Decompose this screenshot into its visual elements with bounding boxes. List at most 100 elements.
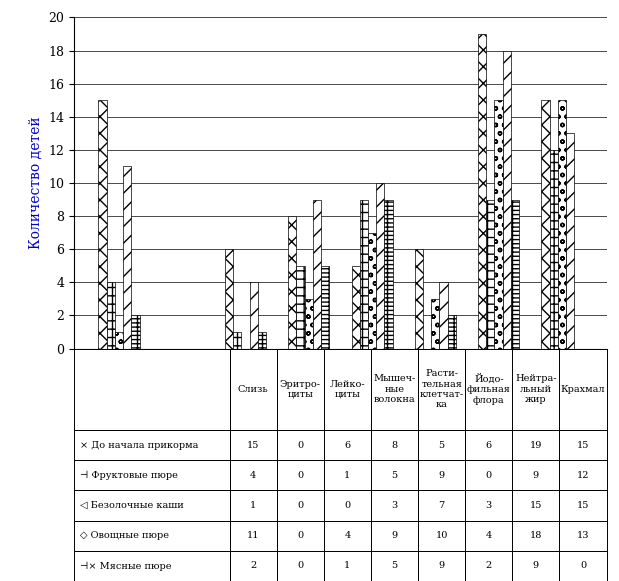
FancyBboxPatch shape <box>560 521 607 551</box>
Text: 13: 13 <box>577 531 589 540</box>
FancyBboxPatch shape <box>324 460 371 490</box>
Text: 1: 1 <box>344 561 350 571</box>
Bar <box>431 299 439 349</box>
Bar <box>511 199 519 349</box>
Text: 7: 7 <box>438 501 445 510</box>
Text: 3: 3 <box>486 501 492 510</box>
Text: 10: 10 <box>435 531 448 540</box>
FancyBboxPatch shape <box>371 430 418 460</box>
Text: 9: 9 <box>533 471 539 480</box>
Text: Йодо-
фильная
флора: Йодо- фильная флора <box>467 374 511 405</box>
Text: 4: 4 <box>344 531 350 540</box>
Bar <box>448 315 456 349</box>
Text: 0: 0 <box>297 501 303 510</box>
Text: 12: 12 <box>577 471 589 480</box>
Bar <box>225 249 233 349</box>
FancyBboxPatch shape <box>560 490 607 521</box>
Bar <box>131 315 140 349</box>
Text: 0: 0 <box>580 561 586 571</box>
Bar <box>415 249 423 349</box>
Text: 4: 4 <box>250 471 256 480</box>
Text: ⊣ Фруктовые пюре: ⊣ Фруктовые пюре <box>80 471 178 480</box>
FancyBboxPatch shape <box>418 551 465 581</box>
FancyBboxPatch shape <box>371 460 418 490</box>
Text: 5: 5 <box>391 471 397 480</box>
Text: ◇ Овощные пюре: ◇ Овощные пюре <box>80 531 168 540</box>
FancyBboxPatch shape <box>465 490 513 521</box>
FancyBboxPatch shape <box>465 430 513 460</box>
Text: 6: 6 <box>344 440 350 450</box>
FancyBboxPatch shape <box>371 551 418 581</box>
Text: 8: 8 <box>391 440 397 450</box>
Text: 0: 0 <box>344 501 350 510</box>
Text: Расти-
тельная
клетчат-
ка: Расти- тельная клетчат- ка <box>420 369 464 410</box>
Bar <box>313 199 321 349</box>
Text: ◁ Безолочные каши: ◁ Безолочные каши <box>80 501 183 510</box>
FancyBboxPatch shape <box>230 490 277 521</box>
Text: 18: 18 <box>530 531 542 540</box>
FancyBboxPatch shape <box>513 460 560 490</box>
Text: 5: 5 <box>391 561 397 571</box>
Text: × До начала прикорма: × До начала прикорма <box>80 440 198 450</box>
Text: 1: 1 <box>344 471 350 480</box>
FancyBboxPatch shape <box>560 460 607 490</box>
Bar <box>305 299 313 349</box>
FancyBboxPatch shape <box>277 430 324 460</box>
Bar <box>487 199 495 349</box>
Bar <box>321 266 329 349</box>
Bar <box>368 232 376 349</box>
Text: 0: 0 <box>297 471 303 480</box>
Text: 15: 15 <box>247 440 259 450</box>
FancyBboxPatch shape <box>371 490 418 521</box>
FancyBboxPatch shape <box>371 349 418 430</box>
Text: 0: 0 <box>486 471 492 480</box>
Text: 0: 0 <box>297 531 303 540</box>
Text: 4: 4 <box>486 531 492 540</box>
Text: 5: 5 <box>439 440 444 450</box>
FancyBboxPatch shape <box>230 551 277 581</box>
FancyBboxPatch shape <box>560 430 607 460</box>
Text: 2: 2 <box>486 561 492 571</box>
FancyBboxPatch shape <box>513 490 560 521</box>
Bar <box>233 332 241 349</box>
Text: 15: 15 <box>577 501 589 510</box>
Text: Слизь: Слизь <box>238 385 269 394</box>
FancyBboxPatch shape <box>277 551 324 581</box>
FancyBboxPatch shape <box>74 551 230 581</box>
Text: 6: 6 <box>486 440 492 450</box>
FancyBboxPatch shape <box>513 349 560 430</box>
FancyBboxPatch shape <box>74 430 230 460</box>
Text: Эритро-
циты: Эритро- циты <box>280 379 321 399</box>
FancyBboxPatch shape <box>513 430 560 460</box>
FancyBboxPatch shape <box>371 521 418 551</box>
Text: 15: 15 <box>577 440 589 450</box>
Bar <box>503 51 511 349</box>
FancyBboxPatch shape <box>324 521 371 551</box>
FancyBboxPatch shape <box>324 490 371 521</box>
Text: 19: 19 <box>530 440 542 450</box>
FancyBboxPatch shape <box>513 551 560 581</box>
FancyBboxPatch shape <box>418 349 465 430</box>
Bar <box>98 100 106 349</box>
Text: Крахмал: Крахмал <box>561 385 605 394</box>
FancyBboxPatch shape <box>277 490 324 521</box>
Bar <box>352 266 360 349</box>
FancyBboxPatch shape <box>277 460 324 490</box>
Text: 11: 11 <box>247 531 259 540</box>
Bar <box>360 199 368 349</box>
Y-axis label: Количество детей: Количество детей <box>29 117 43 249</box>
FancyBboxPatch shape <box>230 521 277 551</box>
Text: 9: 9 <box>533 561 539 571</box>
FancyBboxPatch shape <box>465 521 513 551</box>
Text: 15: 15 <box>530 501 542 510</box>
Bar <box>249 282 258 349</box>
FancyBboxPatch shape <box>418 460 465 490</box>
FancyBboxPatch shape <box>560 551 607 581</box>
Bar <box>541 100 550 349</box>
Bar <box>115 332 123 349</box>
Bar <box>376 183 384 349</box>
Bar <box>495 100 503 349</box>
Bar <box>566 134 574 349</box>
Text: 9: 9 <box>439 561 444 571</box>
FancyBboxPatch shape <box>230 430 277 460</box>
